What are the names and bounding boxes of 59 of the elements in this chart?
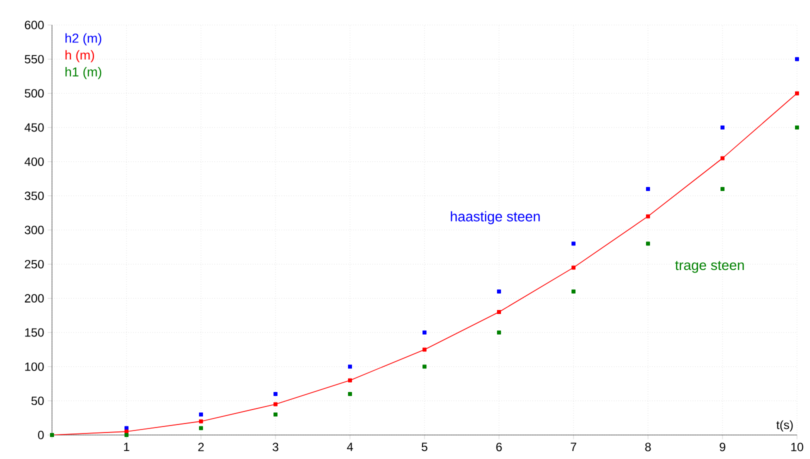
x-axis-title: t(s) [776, 420, 793, 432]
y-tick-label: 200 [24, 294, 44, 303]
y-tick-label: 600 [24, 20, 44, 30]
point [795, 91, 800, 96]
annotation: trage steen [675, 260, 744, 273]
y-tick-label: 450 [24, 123, 44, 132]
annotation: haastige steen [450, 211, 540, 224]
point [348, 364, 352, 369]
point [422, 364, 427, 369]
point [497, 290, 502, 294]
y-tick-label: 400 [24, 157, 44, 166]
point [646, 214, 650, 218]
point [795, 126, 800, 130]
point [348, 392, 352, 396]
point [199, 412, 203, 416]
point [646, 242, 650, 246]
point [124, 433, 128, 437]
x-tick-label: 5 [422, 442, 428, 452]
x-tick-label: 1 [124, 442, 130, 451]
x-tick-label: 4 [346, 442, 353, 451]
y-tick-label: 150 [25, 328, 44, 337]
point [572, 266, 576, 270]
point [720, 156, 725, 160]
y-tick-label: 100 [25, 362, 44, 371]
x-tick-label: 9 [720, 442, 726, 452]
point [572, 290, 576, 294]
point [720, 126, 725, 130]
y-tick-label: 0 [38, 430, 44, 440]
x-tick-label: 2 [198, 442, 204, 452]
x-tick-label: 6 [496, 442, 502, 452]
point [795, 57, 800, 62]
x-tick-label: 3 [272, 442, 278, 452]
y-tick-label: 50 [31, 396, 44, 406]
y-tick-label: 550 [24, 54, 44, 64]
point [274, 412, 278, 416]
point [199, 419, 203, 424]
y-tick-label: 500 [24, 89, 44, 98]
point [497, 310, 502, 314]
x-tick-label: 7 [570, 442, 576, 451]
point [572, 242, 576, 246]
y-tick-label: 300 [24, 226, 44, 234]
point [124, 430, 128, 434]
y-tick-label: 350 [24, 192, 44, 200]
x-tick-label: 10 [791, 442, 804, 452]
text: h2 (m) [66, 33, 102, 46]
point [199, 426, 203, 430]
y-tick-label: 250 [24, 260, 44, 268]
point [422, 330, 427, 334]
point [646, 187, 650, 191]
point [422, 348, 427, 352]
point [497, 330, 502, 334]
text: h (m) [66, 50, 94, 62]
point [274, 392, 278, 396]
text: h1 (m) [66, 67, 102, 80]
point [124, 426, 128, 430]
x-tick-label: 8 [645, 442, 651, 452]
point [720, 187, 725, 191]
point [348, 378, 352, 382]
point [274, 402, 278, 406]
